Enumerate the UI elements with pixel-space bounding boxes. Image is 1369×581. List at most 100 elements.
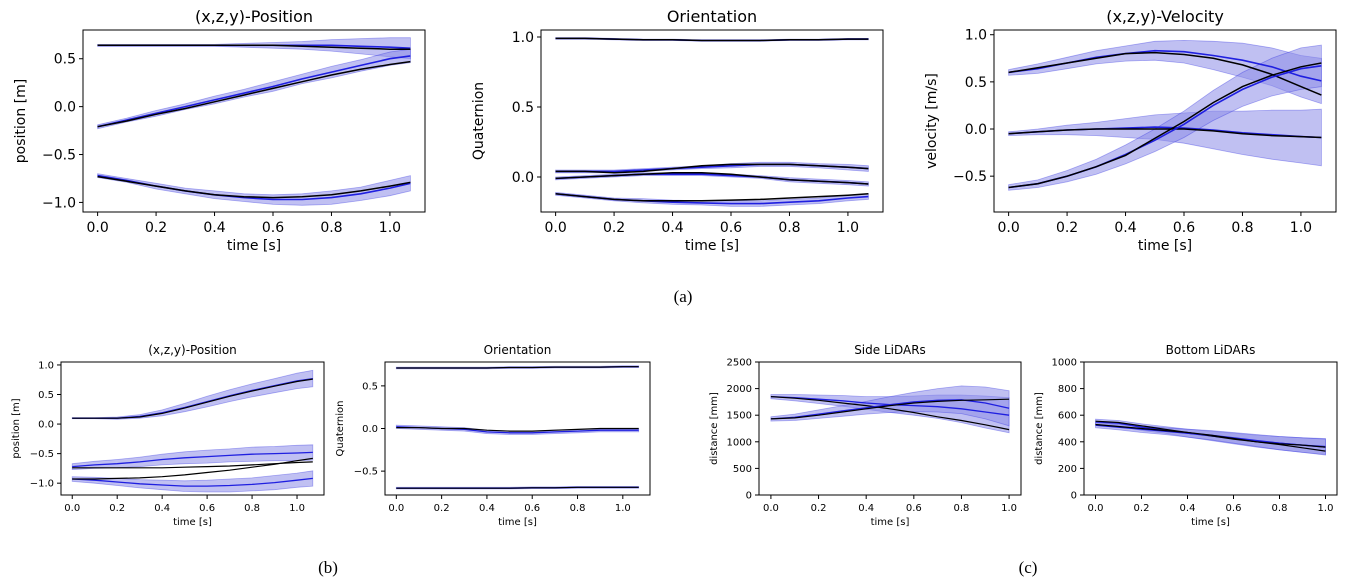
y-tick-label: −0.5 — [42, 147, 76, 163]
prediction-line — [97, 55, 411, 128]
y-tick-label: 0.0 — [512, 170, 534, 186]
x-tick-label: 1.0 — [1001, 503, 1017, 514]
uncertainty-band — [555, 191, 869, 207]
x-tick-label: 1.0 — [379, 220, 401, 236]
x-tick-label: 0.4 — [203, 220, 225, 236]
ground-truth-line — [1008, 62, 1322, 189]
plot-area — [555, 37, 869, 207]
plot-area — [71, 369, 314, 493]
chart-title: Bottom LiDARs — [1166, 343, 1256, 357]
y-tick-label: 0.0 — [38, 420, 54, 431]
y-tick-label: −1.0 — [42, 195, 76, 211]
x-tick-label: 0.6 — [199, 503, 215, 514]
plot-area — [1095, 418, 1326, 456]
caption-a: (a) — [673, 287, 693, 306]
y-tick-label: 0.5 — [362, 381, 378, 392]
prediction-line — [72, 451, 313, 468]
x-axis-label: time [s] — [1138, 238, 1192, 254]
x-axis-label: time [s] — [1191, 517, 1230, 528]
chart-6: 0.0 0.2 0.4 0.6 0.8 1.0 0 500 1000 1500 2000 2500 Si… — [709, 343, 1022, 528]
chart-7: 0.0 0.2 0.4 0.6 0.8 1.0 0 200 400 600 800 1000 Botto… — [1034, 343, 1338, 528]
x-tick-label: 1.0 — [615, 503, 631, 514]
ground-truth-line — [72, 378, 313, 419]
y-tick-label: 1000 — [727, 437, 752, 448]
y-tick-label: −0.5 — [30, 449, 54, 460]
x-tick-label: 0.2 — [811, 503, 827, 514]
y-axis-label: position [m] — [11, 398, 22, 458]
plot-area — [770, 385, 1010, 434]
caption-c: (c) — [1018, 558, 1038, 577]
y-tick-label: 600 — [1058, 411, 1077, 422]
chart-3: 0.0 0.2 0.4 0.6 0.8 1.0 −0.5 0.0 0.5 1.0 (x,z,y)-V… — [924, 7, 1337, 254]
chart-1: 0.0 0.2 0.4 0.6 0.8 1.0 −1.0 −0.5 0.0 0.5 (x,z,y)-… — [13, 7, 426, 254]
x-tick-label: 0.4 — [858, 503, 874, 514]
axes-frame — [1083, 361, 1338, 496]
x-tick-label: 0.8 — [1231, 220, 1253, 236]
ground-truth-line — [1008, 128, 1322, 139]
ground-truth-line — [396, 427, 639, 432]
axes-frame — [993, 29, 1337, 213]
x-tick-label: 0.8 — [954, 503, 970, 514]
x-tick-label: 1.0 — [289, 503, 305, 514]
y-tick-label: 2500 — [727, 358, 752, 369]
x-tick-label: 0.0 — [763, 503, 779, 514]
x-axis-label: time [s] — [173, 517, 212, 528]
y-tick-label: −0.5 — [354, 467, 378, 478]
y-tick-label: 0.0 — [362, 424, 378, 435]
y-tick-label: 1.0 — [965, 28, 987, 44]
x-tick-label: 0.4 — [154, 503, 170, 514]
y-tick-label: 1.0 — [38, 360, 54, 371]
x-tick-label: 0.6 — [524, 503, 540, 514]
x-tick-label: 0.4 — [1114, 220, 1136, 236]
x-tick-label: 1.0 — [837, 220, 859, 236]
x-tick-label: 0.2 — [1134, 503, 1150, 514]
y-axis-label: velocity [m/s] — [924, 73, 940, 169]
y-tick-label: −1.0 — [30, 479, 54, 490]
x-tick-label: 0.6 — [720, 220, 742, 236]
x-tick-label: 0.2 — [145, 220, 167, 236]
x-tick-label: 0.0 — [997, 220, 1019, 236]
x-axis-label: time [s] — [498, 517, 537, 528]
uncertainty-band — [1008, 44, 1322, 191]
prediction-line — [72, 377, 313, 419]
y-tick-label: 1.0 — [512, 30, 534, 46]
x-tick-label: 0.0 — [64, 503, 80, 514]
ground-truth-line — [97, 175, 411, 199]
x-tick-label: 0.8 — [244, 503, 260, 514]
axes-frame — [758, 361, 1022, 496]
ground-truth-line — [555, 163, 869, 174]
y-tick-label: 0.5 — [512, 100, 534, 116]
ground-truth-line — [770, 398, 1010, 420]
y-tick-label: 2000 — [727, 384, 752, 395]
x-tick-label: 0.8 — [570, 503, 586, 514]
x-tick-label: 0.4 — [661, 220, 683, 236]
prediction-line — [770, 399, 1010, 420]
x-axis-label: time [s] — [227, 238, 281, 254]
ground-truth-line — [97, 44, 411, 50]
ground-truth-line — [555, 37, 869, 42]
chart-5: 0.0 0.2 0.4 0.6 0.8 1.0 −0.5 0.0 0.5 Orientation t… — [335, 343, 651, 528]
y-tick-label: 200 — [1058, 464, 1077, 475]
uncertainty-band — [97, 173, 411, 206]
y-tick-label: 0 — [746, 491, 752, 502]
ground-truth-line — [555, 193, 869, 202]
x-tick-label: 0.4 — [479, 503, 495, 514]
y-tick-label: 0.5 — [965, 75, 987, 91]
ground-truth-line — [396, 366, 639, 369]
axes-frame — [82, 29, 426, 213]
x-axis-label: time [s] — [871, 517, 910, 528]
chart-title: Orientation — [667, 7, 757, 26]
uncertainty-band — [1008, 39, 1322, 105]
x-tick-label: 0.6 — [262, 220, 284, 236]
ground-truth-line — [555, 172, 869, 185]
ground-truth-line — [97, 60, 411, 128]
x-tick-label: 0.0 — [86, 220, 108, 236]
y-tick-label: 0.0 — [54, 100, 76, 116]
x-tick-label: 0.2 — [434, 503, 450, 514]
y-tick-label: 400 — [1058, 437, 1077, 448]
y-axis-label: Quaternion — [335, 401, 346, 457]
ground-truth-line — [72, 457, 313, 480]
y-tick-label: 0.0 — [965, 122, 987, 138]
x-tick-label: 0.2 — [603, 220, 625, 236]
